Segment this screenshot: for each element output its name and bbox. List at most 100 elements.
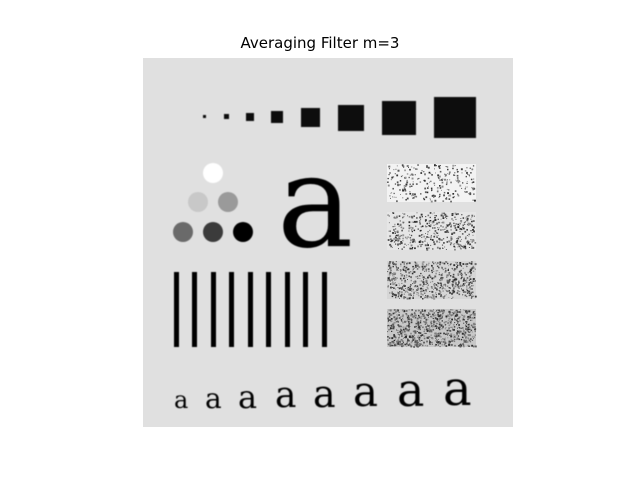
noise-dot (421, 344, 424, 347)
noise-dot (409, 237, 412, 239)
noise-dot (458, 281, 459, 282)
noise-dot (422, 294, 424, 296)
noise-dot (395, 243, 397, 245)
noise-dot (442, 268, 444, 271)
noise-dot (431, 239, 434, 241)
noise-dot (464, 191, 466, 193)
noise-dot (399, 189, 401, 191)
noise-dot (418, 275, 421, 277)
noise-dot (429, 341, 431, 343)
noise-dot (431, 287, 433, 289)
noise-dot (433, 243, 436, 246)
noise-dot (451, 298, 453, 299)
noise-dot (402, 221, 405, 224)
noise-dot (389, 230, 391, 232)
noise-dot (423, 328, 426, 331)
noise-dot (471, 339, 474, 341)
noise-dot (469, 278, 472, 280)
noise-dot (473, 216, 475, 217)
noise-dot (438, 309, 440, 312)
noise-dot (406, 313, 408, 315)
noise-dot (468, 233, 470, 236)
noise-dot (404, 296, 407, 299)
noise-dot (439, 342, 441, 344)
noise-dot (413, 294, 415, 296)
noise-dot (393, 339, 396, 342)
noise-dot (406, 314, 409, 317)
noise-dot (413, 167, 415, 169)
noise-dot (390, 325, 392, 327)
noise-dot (457, 322, 459, 324)
noise-dot (430, 310, 432, 312)
small-letter-2: a (205, 382, 222, 415)
noise-dot (468, 193, 470, 195)
noise-dot (462, 343, 464, 345)
noise-dot (400, 332, 403, 335)
noise-dot (419, 216, 422, 219)
noise-dot (420, 317, 423, 320)
noise-dot (395, 338, 396, 340)
noise-dot (446, 236, 448, 239)
noise-dot (411, 229, 413, 231)
noise-dot (447, 285, 449, 287)
noise-dot (457, 181, 460, 184)
noise-dot (406, 287, 409, 290)
noise-dot (457, 338, 459, 340)
noise-dot (448, 240, 451, 243)
noise-dot (452, 291, 455, 294)
noise-dot (471, 295, 473, 298)
noise-dot (402, 337, 404, 339)
noise-dot (446, 274, 449, 277)
noise-dot (460, 343, 462, 345)
noise-dot (459, 247, 461, 249)
noise-dot (406, 264, 408, 266)
square-1 (203, 115, 206, 118)
noise-dot (449, 313, 451, 315)
noise-dot (412, 197, 414, 199)
noise-dot (457, 273, 460, 275)
noise-dot (406, 262, 408, 265)
noise-dot (452, 281, 454, 283)
noise-dot (469, 338, 472, 341)
noise-dot (394, 238, 396, 240)
noise-dot (468, 282, 470, 284)
noise-dot (402, 328, 405, 331)
noise-dot (427, 177, 430, 180)
noise-dot (425, 314, 428, 316)
noise-dot (407, 279, 408, 280)
noise-dot (391, 282, 393, 284)
noise-dot (396, 216, 398, 219)
noise-dot (409, 185, 411, 188)
noise-dot (395, 228, 397, 230)
noise-dot (471, 224, 473, 227)
noise-dot (406, 269, 409, 271)
noise-dot (392, 265, 394, 268)
noise-dot (433, 312, 435, 314)
noise-dot (427, 325, 429, 327)
noise-dot (457, 283, 459, 285)
noise-dot (442, 221, 445, 224)
noise-dot (455, 335, 457, 337)
noise-dot (443, 311, 445, 313)
noise-dot (466, 186, 468, 188)
noise-dot (410, 295, 412, 296)
noise-dot (420, 339, 422, 341)
noise-dot (448, 272, 451, 274)
noise-dot (395, 235, 397, 237)
noise-dot (413, 312, 416, 315)
noise-dot (417, 245, 419, 248)
noise-dot (439, 195, 441, 197)
noise-dot (439, 279, 441, 281)
bar-6 (266, 272, 271, 347)
noise-dot (412, 174, 414, 176)
noise-dot (398, 240, 400, 242)
noise-dot (402, 326, 404, 328)
noise-dot (471, 344, 473, 347)
noise-dot (467, 241, 470, 244)
noise-dot (444, 337, 446, 339)
noise-dot (455, 283, 457, 285)
noise-dot (435, 328, 436, 330)
noise-dot (407, 288, 410, 291)
noise-dot (427, 284, 429, 286)
noise-dot (430, 329, 432, 332)
